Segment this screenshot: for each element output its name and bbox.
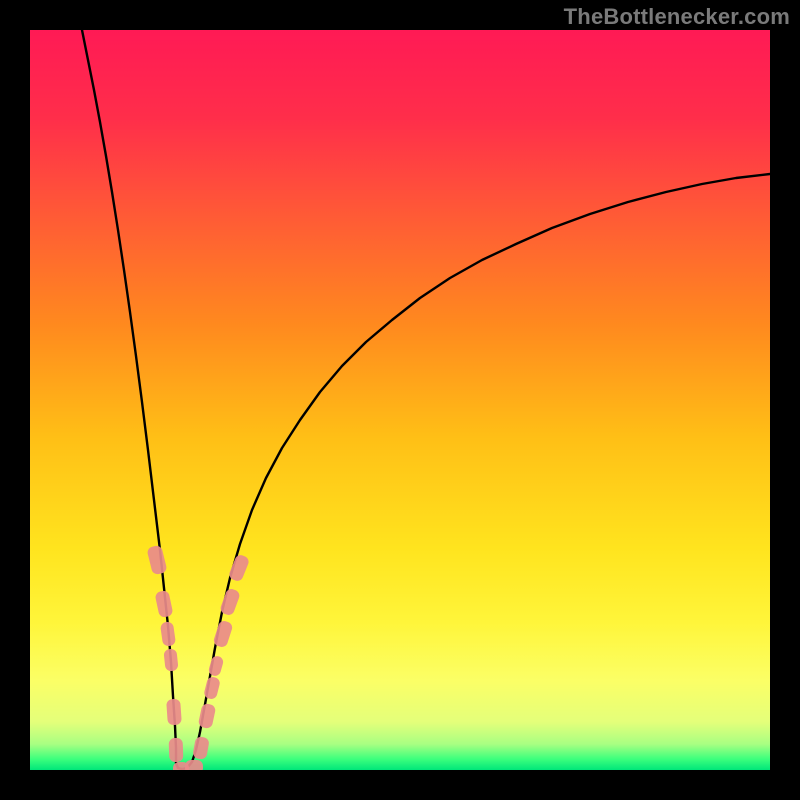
curve-marker [169,738,184,762]
chart-frame: TheBottlenecker.com [0,0,800,800]
curve-marker [185,760,203,770]
watermark-text: TheBottlenecker.com [564,4,790,30]
curve-marker [166,699,182,726]
plot-svg [30,30,770,770]
